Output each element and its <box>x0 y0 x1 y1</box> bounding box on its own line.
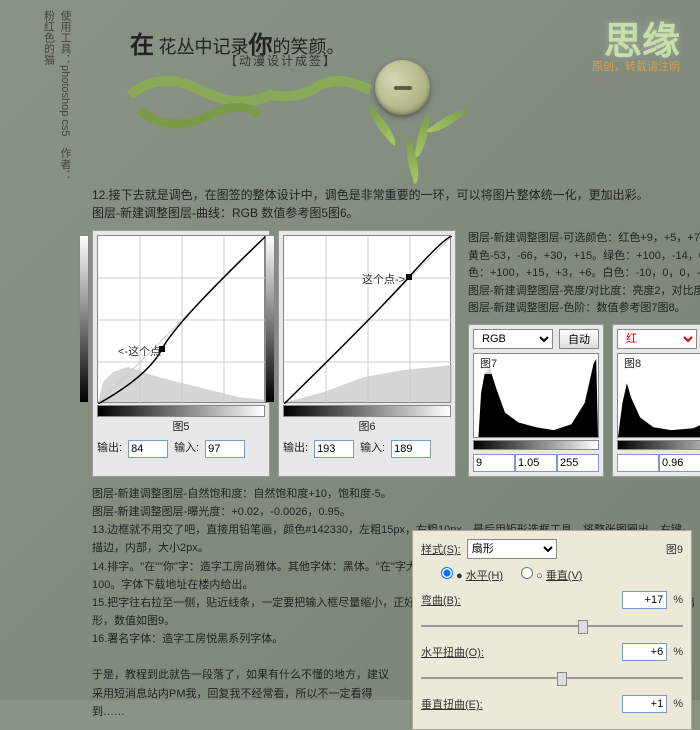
vdist-label: 垂直扭曲(E): <box>421 696 483 712</box>
hdist-label: 水平扭曲(O): <box>421 644 484 660</box>
input-label: 输入: <box>174 440 199 457</box>
logo: 思缘 <box>604 10 680 65</box>
curve-point-label: <-这个点 <box>118 344 161 361</box>
levels-black[interactable] <box>617 454 659 472</box>
ribbon-decoration <box>120 60 380 140</box>
logo-subtitle: 原创，转载请注明 <box>592 58 680 74</box>
levels-panel-8: 红 自动 图8 <box>612 324 700 477</box>
figure-label-6: 图6 <box>283 419 451 436</box>
curves-panel-5: <-这个点 图5 输出: 输入: <box>92 230 270 477</box>
input-input[interactable] <box>205 440 245 458</box>
button-decoration <box>375 60 430 115</box>
vert-radio[interactable]: ○ 垂直(V) <box>521 567 582 583</box>
channel-select[interactable]: 红 <box>617 329 697 349</box>
vdist-input[interactable] <box>622 695 667 713</box>
curve-point-label: 这个点-> <box>362 272 405 289</box>
bend-label: 弯曲(B): <box>421 592 461 608</box>
curves-panel-6: 这个点-> 图6 输出: 输入: <box>278 230 456 477</box>
figure-label-9: 图9 <box>666 541 683 557</box>
warp-text-panel: 样式(S): 扇形 图9 ● 水平(H) ○ 垂直(V) 弯曲(B): % 水平… <box>412 530 692 730</box>
levels-black[interactable] <box>473 454 515 472</box>
horiz-radio[interactable]: ● 水平(H) <box>441 567 503 583</box>
levels-white[interactable] <box>557 454 599 472</box>
author-info: 使用工具：photoshop cs5 作者：粉红色的猫 <box>40 10 73 185</box>
step-12-text: 12.接下去就是调色，在图签的整体设计中，调色是非常重要的一环，可以将图片整体统… <box>92 186 695 204</box>
leaf-icon <box>415 113 431 159</box>
warp-style-select[interactable]: 扇形 <box>467 539 557 559</box>
adjustment-text: 图层-新建调整图层-可选颜色：红色+9，+5，+7，+10。黄色-53，-66，… <box>468 230 700 477</box>
figure-label-7: 图7 <box>478 356 499 374</box>
figure-label-5: 图5 <box>97 419 265 436</box>
levels-panel-7: RGB 自动 图7 <box>468 324 604 477</box>
bend-input[interactable] <box>622 591 667 609</box>
levels-gamma[interactable] <box>659 454 700 472</box>
levels-gamma[interactable] <box>515 454 557 472</box>
header-banner: 使用工具：photoshop cs5 作者：粉红色的猫 在 花丛中记录你的笑颜。… <box>0 0 700 185</box>
output-label: 输出: <box>283 440 308 457</box>
output-input[interactable] <box>128 440 168 458</box>
curve-intro: 图层-新建调整图层-曲线：RGB 数值参考图5图6。 <box>92 204 695 222</box>
figure-label-8: 图8 <box>622 356 643 374</box>
style-label: 样式(S): <box>421 541 461 557</box>
output-input[interactable] <box>314 440 354 458</box>
leaf-icon <box>426 102 468 140</box>
logo-url: www.Missyuan.com <box>583 74 680 86</box>
auto-button[interactable]: 自动 <box>559 329 599 349</box>
channel-select[interactable]: RGB <box>473 329 553 349</box>
hdist-slider[interactable] <box>421 669 683 687</box>
input-input[interactable] <box>391 440 431 458</box>
output-label: 输出: <box>97 440 122 457</box>
bend-slider[interactable] <box>421 617 683 635</box>
input-label: 输入: <box>360 440 385 457</box>
hdist-input[interactable] <box>622 643 667 661</box>
